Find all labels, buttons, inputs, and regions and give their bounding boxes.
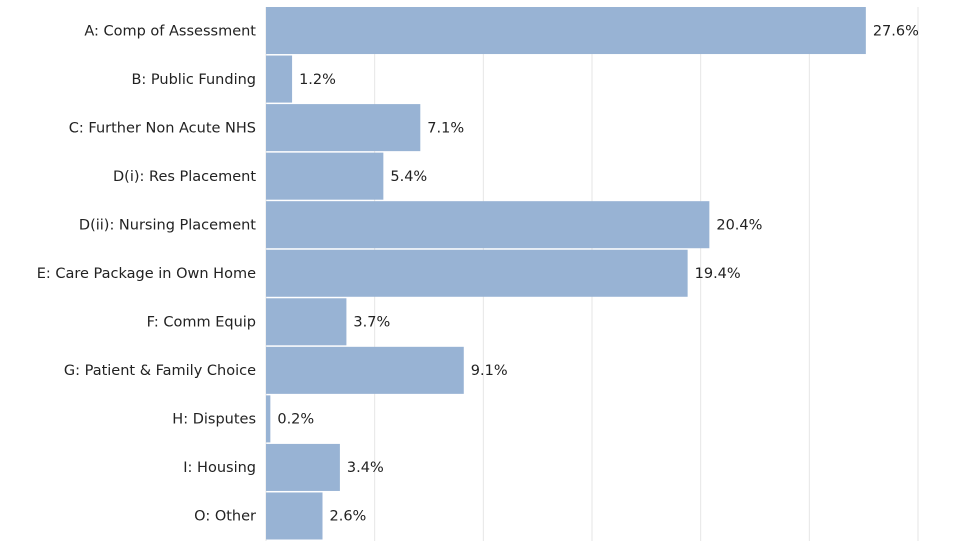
bar (266, 104, 421, 152)
bar (266, 55, 293, 103)
bar (266, 249, 688, 297)
data-label: 9.1% (471, 363, 508, 379)
data-label: 27.6% (873, 23, 919, 39)
y-tick-label: B: Public Funding (131, 72, 256, 88)
data-label: 7.1% (427, 120, 464, 136)
y-tick-label: I: Housing (183, 460, 256, 476)
y-tick-label: D(ii): Nursing Placement (79, 217, 256, 233)
bar (266, 492, 323, 540)
data-label: 0.2% (277, 412, 314, 428)
y-tick-label: O: Other (194, 509, 256, 525)
data-label: 5.4% (390, 169, 427, 185)
bar (266, 7, 866, 55)
data-label: 20.4% (716, 217, 762, 233)
y-tick-label: C: Further Non Acute NHS (69, 120, 256, 136)
y-tick-label: G: Patient & Family Choice (64, 363, 256, 379)
data-label: 3.7% (353, 315, 390, 331)
y-tick-label: D(i): Res Placement (113, 169, 256, 185)
data-label: 19.4% (695, 266, 741, 282)
bar (266, 201, 710, 249)
y-tick-label: F: Comm Equip (147, 315, 256, 331)
data-label: 3.4% (347, 460, 384, 476)
y-tick-label: E: Care Package in Own Home (37, 266, 256, 282)
bar (266, 395, 271, 443)
bar (266, 346, 464, 394)
data-label: 2.6% (330, 509, 367, 525)
bar (266, 152, 384, 200)
data-label: 1.2% (299, 72, 336, 88)
bar (266, 298, 347, 346)
y-tick-label: A: Comp of Assessment (84, 23, 256, 39)
y-tick-label: H: Disputes (172, 412, 256, 428)
bar (266, 443, 340, 491)
